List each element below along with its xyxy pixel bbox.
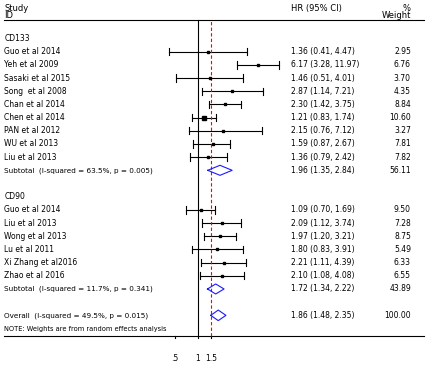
Text: Guo et al 2014: Guo et al 2014: [4, 206, 61, 214]
Text: NOTE: Weights are from random effects analysis: NOTE: Weights are from random effects an…: [4, 326, 167, 331]
Text: Lu et al 2011: Lu et al 2011: [4, 245, 54, 254]
Text: 43.89: 43.89: [389, 284, 411, 294]
Text: 1.36 (0.41, 4.47): 1.36 (0.41, 4.47): [291, 47, 355, 56]
Text: 1.09 (0.70, 1.69): 1.09 (0.70, 1.69): [291, 206, 355, 214]
Text: 10.60: 10.60: [389, 113, 411, 122]
Text: %: %: [403, 4, 411, 13]
Text: 2.09 (1.12, 3.74): 2.09 (1.12, 3.74): [291, 219, 355, 228]
Text: 6.17 (3.28, 11.97): 6.17 (3.28, 11.97): [291, 60, 360, 69]
Text: 2.95: 2.95: [394, 47, 411, 56]
Text: 7.82: 7.82: [394, 153, 411, 161]
Text: 5.49: 5.49: [394, 245, 411, 254]
Text: Liu et al 2013: Liu et al 2013: [4, 219, 57, 228]
Text: Wong et al 2013: Wong et al 2013: [4, 232, 67, 241]
Text: Subtotal  (I-squared = 11.7%, p = 0.341): Subtotal (I-squared = 11.7%, p = 0.341): [4, 286, 153, 292]
Text: 9.50: 9.50: [394, 206, 411, 214]
Text: .5: .5: [172, 354, 179, 363]
Text: 2.30 (1.42, 3.75): 2.30 (1.42, 3.75): [291, 100, 355, 109]
Text: 3.27: 3.27: [394, 126, 411, 135]
Text: 1.72 (1.34, 2.22): 1.72 (1.34, 2.22): [291, 284, 354, 294]
Text: 1.5: 1.5: [205, 354, 217, 363]
Text: HR (95% CI): HR (95% CI): [291, 4, 342, 13]
Text: Xi Zhang et al2016: Xi Zhang et al2016: [4, 258, 77, 267]
Text: 1.46 (0.51, 4.01): 1.46 (0.51, 4.01): [291, 73, 355, 83]
Text: 2.10 (1.08, 4.08): 2.10 (1.08, 4.08): [291, 271, 354, 280]
Text: 1.86 (1.48, 2.35): 1.86 (1.48, 2.35): [291, 311, 354, 320]
Text: 1.21 (0.83, 1.74): 1.21 (0.83, 1.74): [291, 113, 354, 122]
Text: 4.35: 4.35: [394, 87, 411, 96]
Text: PAN et al 2012: PAN et al 2012: [4, 126, 60, 135]
Text: 3.70: 3.70: [394, 73, 411, 83]
Text: 6.55: 6.55: [394, 271, 411, 280]
Text: Guo et al 2014: Guo et al 2014: [4, 47, 61, 56]
Text: 2.87 (1.14, 7.21): 2.87 (1.14, 7.21): [291, 87, 354, 96]
Text: 1.80 (0.83, 3.91): 1.80 (0.83, 3.91): [291, 245, 355, 254]
Text: Study: Study: [4, 4, 29, 13]
Text: 56.11: 56.11: [389, 166, 411, 175]
Text: 7.28: 7.28: [394, 219, 411, 228]
Text: 6.33: 6.33: [394, 258, 411, 267]
Text: 1.59 (0.87, 2.67): 1.59 (0.87, 2.67): [291, 139, 355, 148]
Text: 2.15 (0.76, 7.12): 2.15 (0.76, 7.12): [291, 126, 355, 135]
Text: Chan et al 2014: Chan et al 2014: [4, 100, 65, 109]
Text: Zhao et al 2016: Zhao et al 2016: [4, 271, 65, 280]
Text: Yeh et al 2009: Yeh et al 2009: [4, 60, 59, 69]
Text: 6.76: 6.76: [394, 60, 411, 69]
Text: Subtotal  (I-squared = 63.5%, p = 0.005): Subtotal (I-squared = 63.5%, p = 0.005): [4, 167, 153, 174]
Text: 1.96 (1.35, 2.84): 1.96 (1.35, 2.84): [291, 166, 355, 175]
Text: 7.81: 7.81: [394, 139, 411, 148]
Text: CD133: CD133: [4, 34, 30, 43]
Text: 8.75: 8.75: [394, 232, 411, 241]
Text: 2.21 (1.11, 4.39): 2.21 (1.11, 4.39): [291, 258, 354, 267]
Text: Weight: Weight: [381, 11, 411, 20]
Text: Liu et al 2013: Liu et al 2013: [4, 153, 57, 161]
Text: 100.00: 100.00: [384, 311, 411, 320]
Text: Sasaki et al 2015: Sasaki et al 2015: [4, 73, 70, 83]
Text: 1.36 (0.79, 2.42): 1.36 (0.79, 2.42): [291, 153, 355, 161]
Text: CD90: CD90: [4, 192, 25, 201]
Text: Chen et al 2014: Chen et al 2014: [4, 113, 65, 122]
Text: ID: ID: [4, 11, 13, 20]
Text: 8.84: 8.84: [394, 100, 411, 109]
Text: 1: 1: [196, 354, 200, 363]
Text: Overall  (I-squared = 49.5%, p = 0.015): Overall (I-squared = 49.5%, p = 0.015): [4, 312, 149, 319]
Text: Song  et al 2008: Song et al 2008: [4, 87, 67, 96]
Text: 1.97 (1.20, 3.21): 1.97 (1.20, 3.21): [291, 232, 354, 241]
Text: WU et al 2013: WU et al 2013: [4, 139, 58, 148]
